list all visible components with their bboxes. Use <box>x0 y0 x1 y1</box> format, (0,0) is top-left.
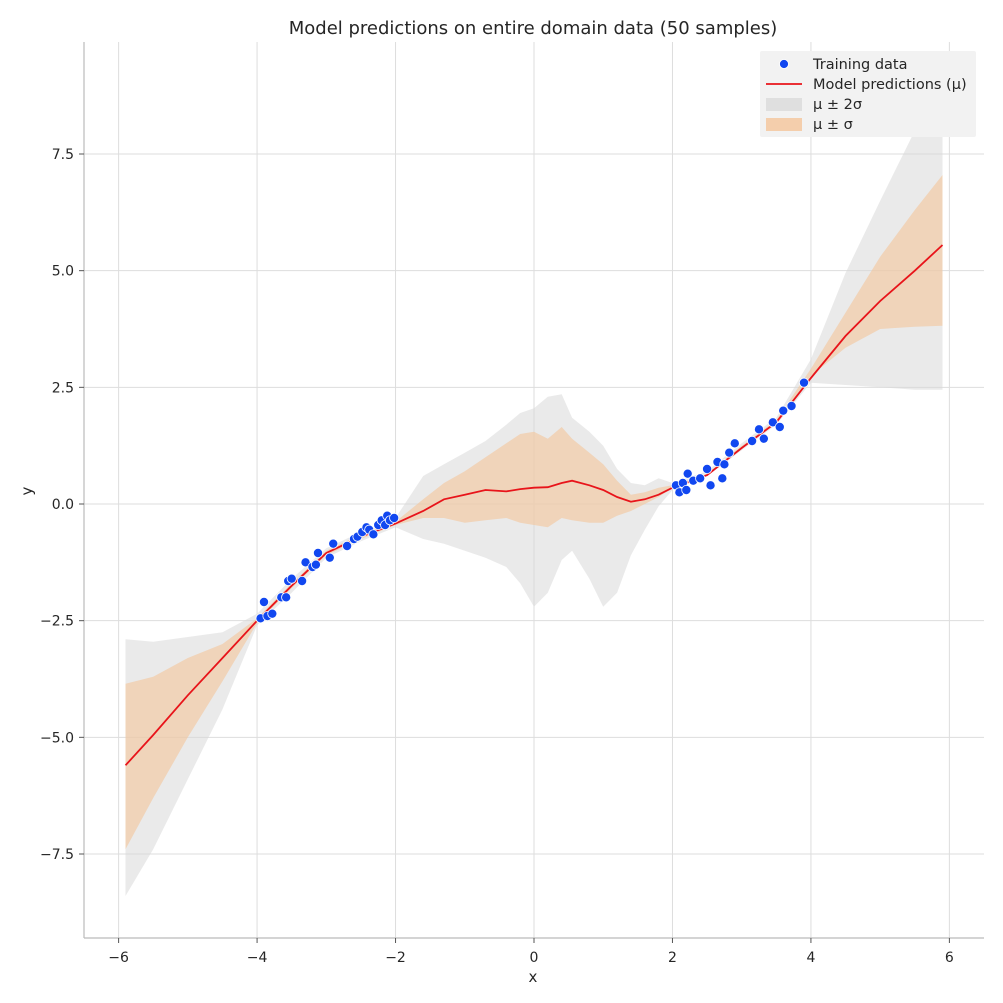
legend-label: Training data <box>812 57 907 73</box>
confidence-bands <box>125 74 943 896</box>
training-point <box>719 459 730 470</box>
training-point <box>786 400 797 411</box>
y-tick-label: −7.5 <box>40 847 74 863</box>
y-tick-label: −2.5 <box>40 614 74 630</box>
training-point <box>682 468 693 479</box>
training-point <box>297 576 308 587</box>
training-point <box>758 433 769 444</box>
y-axis-label: y <box>18 486 36 495</box>
training-point <box>281 592 292 603</box>
training-point <box>324 552 335 563</box>
training-point <box>267 608 278 619</box>
training-point <box>747 435 758 446</box>
legend-swatch-two-sigma <box>766 98 802 111</box>
legend-label: μ ± 2σ <box>813 97 862 113</box>
y-tick-label: 5.0 <box>52 264 74 280</box>
tick-labels: −6 −4 −2 0 2 4 6 −7.5 −5.0 −2.5 0.0 2.5 5.0 7.5 <box>40 147 954 966</box>
x-tick-label: −6 <box>108 950 129 966</box>
training-point <box>729 438 740 449</box>
x-tick-label: −2 <box>385 950 406 966</box>
x-tick-label: 4 <box>806 950 815 966</box>
x-axis-label: x <box>529 968 538 986</box>
training-point <box>368 529 379 540</box>
training-point <box>310 559 321 570</box>
training-point <box>767 417 778 428</box>
y-tick-label: 0.0 <box>52 497 74 513</box>
training-point <box>328 538 339 549</box>
training-point <box>389 513 400 524</box>
training-point <box>717 473 728 484</box>
series-layer <box>124 244 944 766</box>
training-point <box>705 480 716 491</box>
training-point <box>300 557 311 568</box>
legend-label: Model predictions (μ) <box>813 77 967 93</box>
training-point <box>258 597 269 608</box>
training-point <box>286 573 297 584</box>
legend-box <box>760 51 976 137</box>
training-point <box>754 424 765 435</box>
training-point <box>799 377 810 388</box>
y-tick-label: 7.5 <box>52 147 74 163</box>
chart-title: Model predictions on entire domain data … <box>289 18 778 39</box>
training-point <box>778 405 789 416</box>
x-tick-label: 0 <box>530 950 539 966</box>
legend-swatch-one-sigma <box>766 118 802 131</box>
legend-swatch-training <box>779 59 789 69</box>
training-point <box>342 541 353 552</box>
legend-label: μ ± σ <box>813 117 853 133</box>
y-tick-label: −5.0 <box>40 730 74 746</box>
one-sigma-band <box>125 175 943 850</box>
training-point <box>312 548 323 559</box>
training-point <box>695 473 706 484</box>
training-point <box>724 447 735 458</box>
x-tick-label: −4 <box>247 950 268 966</box>
training-point <box>681 484 692 495</box>
x-tick-label: 6 <box>945 950 954 966</box>
x-tick-label: 2 <box>668 950 677 966</box>
y-tick-label: 2.5 <box>52 380 74 396</box>
legend: Training data Model predictions (μ) μ ± 2σ… <box>760 51 976 137</box>
training-point <box>774 421 785 432</box>
training-point <box>702 463 713 474</box>
